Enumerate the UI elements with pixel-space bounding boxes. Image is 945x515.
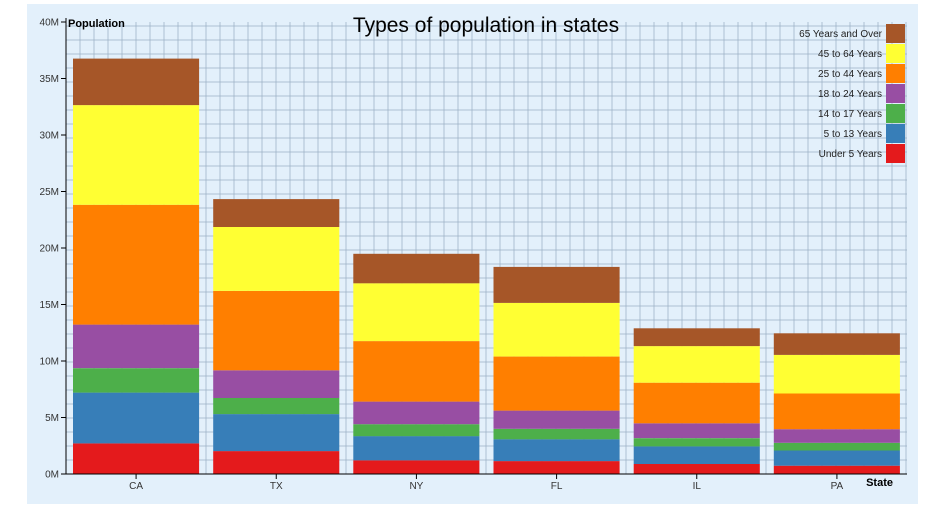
legend-swatch [886, 104, 905, 123]
bar-segment-tx-under-5-years[interactable] [213, 451, 340, 474]
legend-label: 65 Years and Over [799, 29, 883, 40]
chart-title: Types of population in states [353, 14, 619, 37]
legend-label: 14 to 17 Years [818, 109, 882, 120]
bar-segment-pa-45-to-64-years[interactable] [773, 354, 900, 394]
legend-label: 18 to 24 Years [818, 89, 882, 100]
y-axis-title: Population [68, 18, 125, 30]
y-tick-label: 15M [40, 300, 59, 311]
bar-segment-il-14-to-17-years[interactable] [633, 438, 760, 447]
bar-segment-ca-45-to-64-years[interactable] [73, 105, 200, 205]
bar-segment-pa-under-5-years[interactable] [773, 465, 900, 474]
bar-segment-il-45-to-64-years[interactable] [633, 346, 760, 383]
legend: 65 Years and Over 45 to 64 Years 25 to 44 … [799, 24, 905, 163]
bar-segment-ca-18-to-24-years[interactable] [73, 324, 200, 369]
x-tick-label: PA [831, 481, 844, 492]
legend-swatch [886, 24, 905, 43]
bar-segment-fl-45-to-64-years[interactable] [493, 302, 620, 357]
legend-swatch [886, 144, 905, 163]
legend-label: 25 to 44 Years [818, 69, 882, 80]
bar-segment-fl-under-5-years[interactable] [493, 461, 620, 474]
bar-segment-il-25-to-44-years[interactable] [633, 382, 760, 424]
y-tick-label: 30M [40, 131, 59, 142]
y-tick-label: 40M [40, 18, 59, 29]
legend-label: 5 to 13 Years [824, 129, 882, 140]
x-tick-label: CA [129, 481, 143, 492]
bar-segment-ny-14-to-17-years[interactable] [353, 424, 480, 437]
bars [73, 58, 900, 474]
bar-segment-fl-18-to-24-years[interactable] [493, 410, 620, 429]
legend-swatch [886, 84, 905, 103]
bar-segment-tx-45-to-64-years[interactable] [213, 227, 340, 291]
bar-segment-pa-65-years-and-over[interactable] [773, 333, 900, 355]
bar-segment-ca-under-5-years[interactable] [73, 443, 200, 474]
bar-segment-fl-25-to-44-years[interactable] [493, 356, 620, 411]
bar-segment-il-5-to-13-years[interactable] [633, 446, 760, 464]
y-tick-label: 5M [45, 413, 59, 424]
bar-segment-tx-14-to-17-years[interactable] [213, 398, 340, 415]
legend-label: 45 to 64 Years [818, 49, 882, 60]
bar-segment-fl-14-to-17-years[interactable] [493, 428, 620, 440]
legend-label: Under 5 Years [819, 149, 882, 160]
legend-swatch [886, 64, 905, 83]
bar-segment-fl-65-years-and-over[interactable] [493, 266, 620, 303]
x-tick-label: FL [551, 481, 563, 492]
bar-segment-il-18-to-24-years[interactable] [633, 423, 760, 439]
legend-swatch [886, 124, 905, 143]
bar-segment-ny-65-years-and-over[interactable] [353, 253, 480, 284]
bar-segment-tx-5-to-13-years[interactable] [213, 414, 340, 452]
bar-segment-pa-25-to-44-years[interactable] [773, 393, 900, 430]
bar-segment-ny-45-to-64-years[interactable] [353, 283, 480, 342]
y-tick-label: 10M [40, 357, 59, 368]
bar-segment-ny-5-to-13-years[interactable] [353, 436, 480, 461]
bar-segment-tx-25-to-44-years[interactable] [213, 291, 340, 371]
bar-segment-ny-under-5-years[interactable] [353, 460, 480, 474]
bar-segment-ca-14-to-17-years[interactable] [73, 368, 200, 393]
y-tick-label: 25M [40, 187, 59, 198]
bar-segment-tx-65-years-and-over[interactable] [213, 199, 340, 227]
bar-segment-ny-25-to-44-years[interactable] [353, 341, 480, 402]
axes: 0M 5M 10M 15M 20M 25M 30M 35M 40M CA TX NY FL IL PA [40, 18, 907, 492]
bar-segment-il-65-years-and-over[interactable] [633, 328, 760, 347]
bar-segment-fl-5-to-13-years[interactable] [493, 439, 620, 462]
legend-swatch [886, 44, 905, 63]
y-tick-label: 35M [40, 74, 59, 85]
x-tick-label: NY [409, 481, 423, 492]
bar-segment-ca-65-years-and-over[interactable] [73, 58, 200, 106]
bar-segment-tx-18-to-24-years[interactable] [213, 370, 340, 398]
y-tick-label: 0M [45, 470, 59, 481]
bar-segment-pa-18-to-24-years[interactable] [773, 429, 900, 443]
bar-segment-ca-5-to-13-years[interactable] [73, 392, 200, 444]
bar-segment-pa-5-to-13-years[interactable] [773, 450, 900, 466]
x-tick-label: IL [693, 481, 702, 492]
bar-segment-ca-25-to-44-years[interactable] [73, 204, 200, 325]
x-axis-title: State [866, 477, 893, 489]
bar-segment-pa-14-to-17-years[interactable] [773, 442, 900, 451]
bar-segment-ny-18-to-24-years[interactable] [353, 401, 480, 425]
bar-segment-il-under-5-years[interactable] [633, 464, 760, 474]
y-tick-label: 20M [40, 244, 59, 255]
x-tick-label: TX [270, 481, 283, 492]
